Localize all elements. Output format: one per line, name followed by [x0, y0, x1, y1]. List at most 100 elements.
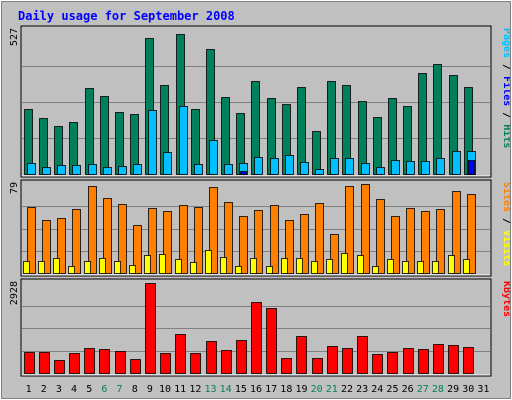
bar-sites-day-28 — [432, 261, 439, 274]
bar-kbytes-day-15 — [236, 340, 247, 374]
x-tick-label: 12 — [189, 384, 201, 395]
bar-kbytes-day-3 — [54, 360, 65, 374]
bar-sites-day-5 — [84, 261, 91, 274]
axis-legend-part: KBytes — [501, 281, 512, 317]
bar-kbytes-day-20 — [312, 358, 323, 374]
bar-hits-day-20 — [312, 131, 321, 175]
bar-files-day-11 — [179, 106, 188, 175]
bar-sites-day-21 — [326, 259, 333, 274]
bar-hits-day-28 — [433, 64, 442, 175]
bar-files-day-21 — [330, 158, 339, 175]
bar-visits-day-16 — [254, 210, 263, 274]
bar-kbytes-day-2 — [39, 352, 50, 374]
x-tick-label: 8 — [132, 384, 138, 395]
x-tick-label: 6 — [101, 384, 107, 395]
x-tick-label: 5 — [86, 384, 92, 395]
bar-hits-day-2 — [39, 118, 48, 175]
bar-pages-day-30 — [468, 160, 475, 175]
bar-kbytes-day-5 — [84, 348, 95, 374]
bar-kbytes-day-22 — [342, 348, 353, 374]
bar-visits-day-23 — [361, 184, 370, 274]
bar-kbytes-day-4 — [69, 353, 80, 374]
y-max-label: 527 — [9, 28, 20, 46]
bar-sites-day-26 — [402, 261, 409, 274]
bar-files-day-4 — [72, 165, 81, 175]
bar-files-day-28 — [436, 158, 445, 175]
axis-legend-label: Sites / Visits — [501, 182, 512, 266]
bar-sites-day-2 — [38, 261, 45, 274]
bar-visits-day-19 — [300, 214, 309, 274]
bar-sites-day-10 — [159, 254, 166, 274]
bar-visits-day-18 — [285, 220, 294, 274]
bar-sites-day-24 — [372, 266, 379, 274]
bar-files-day-14 — [224, 164, 233, 175]
bar-kbytes-day-30 — [463, 347, 474, 374]
bar-files-day-5 — [88, 164, 97, 175]
x-tick-label: 15 — [235, 384, 247, 395]
bar-kbytes-day-19 — [296, 336, 307, 374]
bar-kbytes-day-10 — [160, 353, 171, 374]
y-max-label: 2928 — [9, 281, 20, 305]
bar-kbytes-day-18 — [281, 358, 292, 374]
bar-visits-day-7 — [118, 204, 127, 274]
x-tick-label: 25 — [386, 384, 398, 395]
bar-visits-day-27 — [421, 211, 430, 274]
bar-sites-day-6 — [99, 258, 106, 274]
x-tick-label: 30 — [462, 384, 474, 395]
bar-files-day-29 — [452, 151, 461, 175]
bar-sites-day-12 — [190, 262, 197, 274]
bar-files-day-8 — [133, 164, 142, 175]
bar-visits-day-25 — [391, 216, 400, 274]
chart-title: Daily usage for September 2008 — [18, 9, 235, 23]
bar-sites-day-22 — [341, 253, 348, 274]
x-tick-label: 26 — [402, 384, 414, 395]
bar-kbytes-day-13 — [206, 341, 217, 374]
bar-sites-day-15 — [235, 266, 242, 274]
x-tick-label: 7 — [117, 384, 123, 395]
bar-sites-day-14 — [220, 257, 227, 274]
bar-visits-day-14 — [224, 202, 233, 274]
x-tick-label: 4 — [71, 384, 77, 395]
axis-legend-part: Visits — [501, 230, 512, 266]
bar-kbytes-day-27 — [418, 349, 429, 374]
bar-files-day-20 — [315, 169, 324, 175]
bar-visits-day-12 — [194, 207, 203, 274]
bar-kbytes-day-16 — [251, 302, 262, 374]
x-tick-label: 11 — [174, 384, 186, 395]
chart-panels: 527 Pages / Files / Hits 79 Sites / Visits 2… — [9, 25, 512, 377]
x-axis-labels: 1 2 3 4 5 6 7 8 9 10 11 12 13 14 15 16 17 18 19 20 21 22 23 24 2… — [26, 384, 490, 395]
x-tick-label: 9 — [147, 384, 153, 395]
bar-visits-day-9 — [148, 208, 157, 274]
axis-legend-part: / — [501, 58, 512, 76]
bar-visits-day-26 — [406, 208, 415, 274]
bar-sites-day-4 — [68, 266, 75, 274]
bar-visits-day-24 — [376, 199, 385, 274]
bar-sites-day-8 — [129, 265, 136, 274]
x-tick-label: 28 — [432, 384, 444, 395]
bar-kbytes-day-23 — [357, 336, 368, 374]
bar-kbytes-day-14 — [221, 350, 232, 374]
bar-files-day-22 — [345, 158, 354, 175]
bar-visits-day-21 — [330, 234, 339, 274]
bar-visits-day-17 — [270, 205, 279, 274]
bar-visits-day-11 — [179, 205, 188, 274]
bar-files-day-23 — [361, 163, 370, 175]
visits-panel: 79 Sites / Visits — [9, 179, 512, 277]
bar-visits-day-3 — [57, 218, 66, 274]
axis-legend-part: Hits — [501, 124, 512, 148]
x-tick-label: 14 — [220, 384, 232, 395]
bar-hits-day-14 — [221, 97, 230, 175]
bar-visits-day-6 — [103, 198, 112, 274]
bar-kbytes-day-1 — [24, 352, 35, 374]
axis-legend-part: / — [501, 212, 512, 230]
bar-kbytes-day-25 — [387, 352, 398, 374]
bar-hits-day-19 — [297, 87, 306, 175]
bar-sites-day-23 — [357, 255, 364, 274]
bar-files-day-13 — [209, 140, 218, 175]
kbytes-panel: 2928 KBytes — [9, 278, 512, 377]
bar-files-day-10 — [163, 152, 172, 175]
bar-kbytes-day-17 — [266, 308, 277, 374]
bar-files-day-17 — [270, 158, 279, 175]
